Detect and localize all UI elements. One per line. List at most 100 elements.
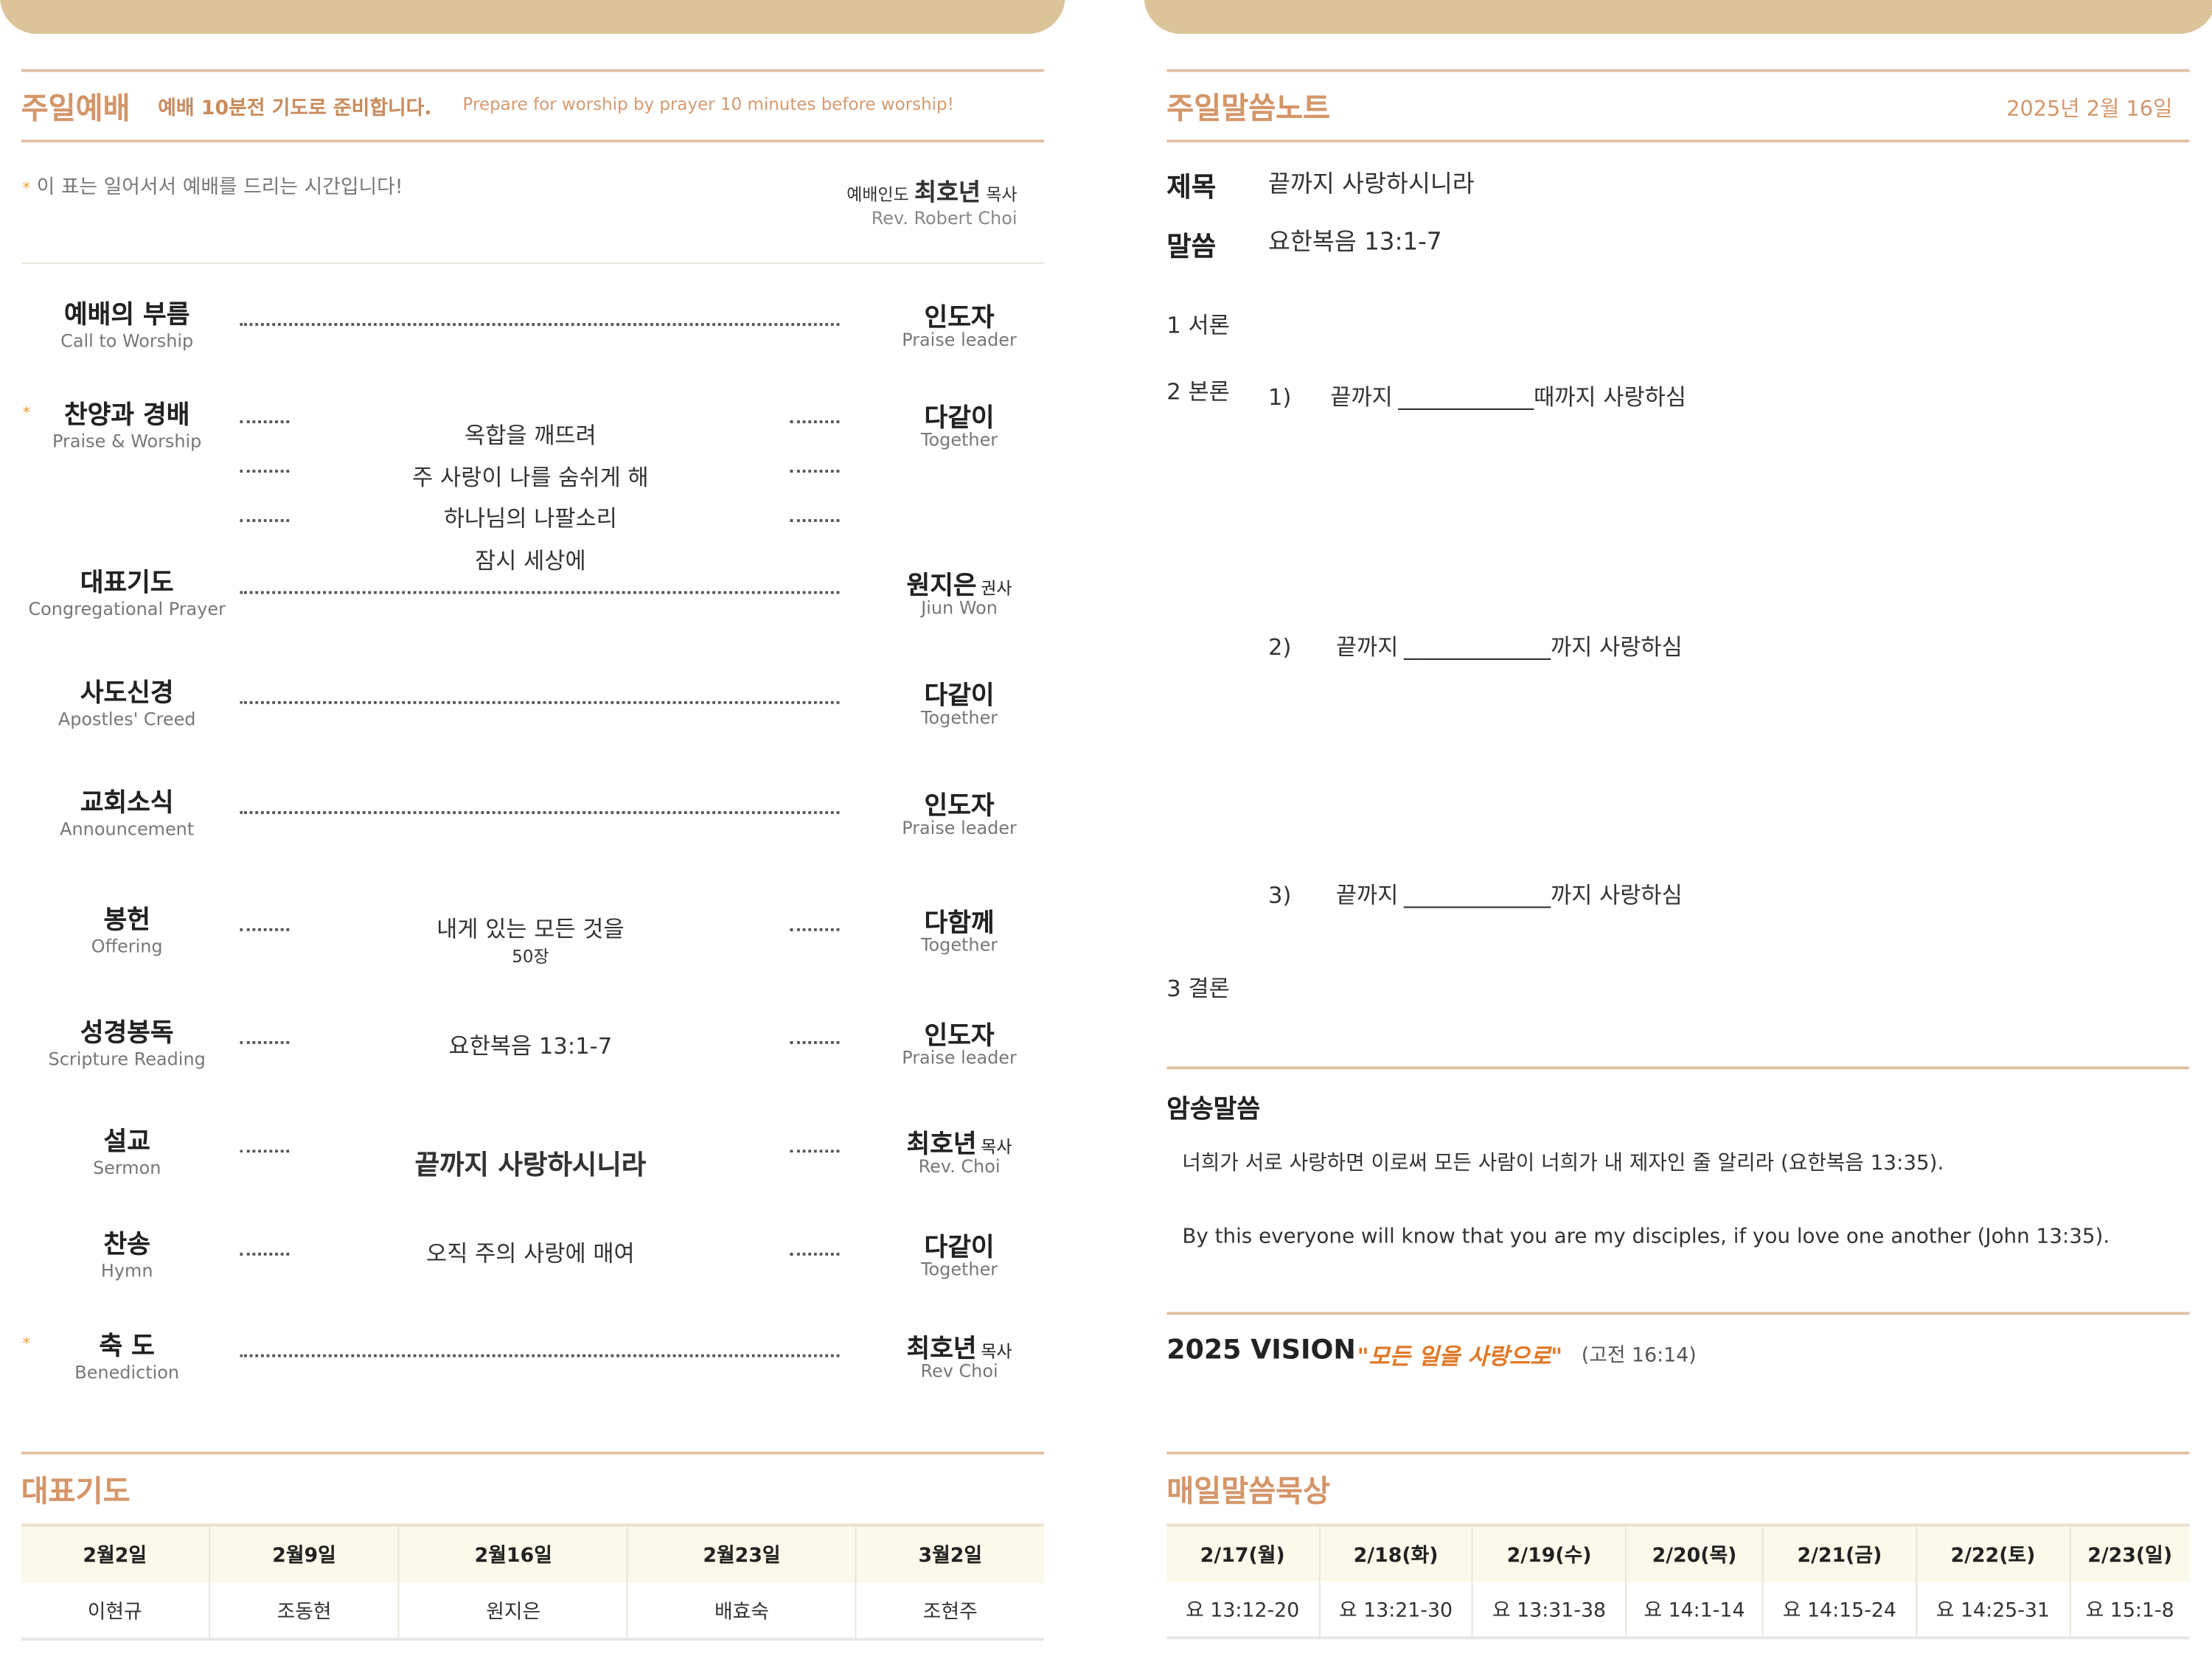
vision-label: 2025 VISION — [1166, 1334, 1356, 1366]
leader-title: 권사 — [981, 578, 1012, 599]
divider — [21, 262, 1044, 264]
dotted-leader — [240, 420, 290, 423]
prayer-schedule-table: 2월2일 2월9일 2월16일 2월23일 3월2일 이현규 조동현 원지은 배효숙 조현주 — [21, 1523, 1044, 1641]
worship-title: 주일예배 — [21, 91, 131, 126]
sermon-point: 1) 끝까지 ____________때까지 사랑하심 — [1268, 378, 1686, 412]
item-leader: 최호년 목사 — [860, 1124, 1058, 1161]
worship-subtitle-ko: 예배 10분전 기도로 준비합니다. — [158, 97, 432, 120]
dotted-leader — [240, 1041, 290, 1044]
leader-name: 최호년 — [906, 1334, 977, 1365]
leader-name: 인도자 — [924, 1021, 995, 1051]
table-row: 이현규 조동현 원지은 배효숙 조현주 — [21, 1582, 1044, 1640]
dotted-leader — [240, 470, 290, 473]
prayer-name: 배효숙 — [627, 1582, 856, 1640]
reading-date: 2/20(목) — [1625, 1525, 1763, 1582]
prayer-name: 이현규 — [87, 1600, 142, 1624]
point-post: 때까지 사랑하심 — [1534, 383, 1686, 411]
dotted-leader — [240, 1253, 290, 1256]
reading-passage: 요 14:15-24 — [1761, 1581, 1916, 1638]
reading-date: 2/19(수) — [1472, 1525, 1627, 1582]
item-leader: 인도자 — [860, 786, 1058, 823]
point-number: 1) — [1268, 383, 1292, 411]
item-content: 내게 있는 모든 것을 50장 — [324, 910, 737, 967]
reading-date: 2/17(월) — [1166, 1525, 1320, 1582]
left-header-tab — [0, 0, 1065, 34]
subject: 끝까지 사랑하시니라 — [1268, 170, 1475, 199]
item-title-ko: 교회소식 — [80, 788, 174, 818]
item-leader-en: Praise leader — [902, 328, 1017, 350]
song-title: 하나님의 나팔소리 — [443, 504, 617, 532]
song-title: 옥합을 깨뜨려 — [465, 422, 597, 449]
leader-name: 인도자 — [924, 791, 995, 821]
item-leader: 다함께 — [860, 903, 1058, 940]
daily-title: 매일말씀묵상 — [1166, 1474, 1331, 1509]
notes-title: 주일말씀노트 — [1166, 91, 1331, 126]
point-post: 까지 사랑하심 — [1551, 881, 1683, 909]
divider — [1166, 1451, 2190, 1455]
dotted-leader — [240, 700, 840, 704]
item-title-en: Hymn — [100, 1259, 153, 1281]
prayer-date: 3월2일 — [855, 1525, 1044, 1583]
divider — [1166, 69, 2190, 72]
point-pre: 끝까지 — [1335, 881, 1399, 909]
sermon-point: 2) 끝까지 _____________까지 사랑하심 — [1268, 627, 1683, 661]
reading-date: 2/21(금) — [1761, 1525, 1916, 1582]
item-leader: 최호년 목사 — [860, 1329, 1058, 1366]
dotted-leader — [790, 1041, 840, 1044]
item-leader: 다같이 — [860, 675, 1058, 712]
dotted-leader — [240, 811, 840, 814]
item-leader: 다같이 — [860, 398, 1058, 435]
reading-date: 2/23(일) — [2068, 1525, 2190, 1582]
daily-reading-table: 2/17(월) 2/18(화) 2/19(수) 2/20(목) 2/21(금) 2/22(… — [1166, 1523, 2190, 1640]
item-title-en: Sermon — [92, 1156, 161, 1178]
right-header-tab — [1144, 0, 2212, 34]
item-leader-en: Praise leader — [902, 1046, 1017, 1068]
leader-title: 목사 — [986, 184, 1018, 205]
item-title-en: Scripture Reading — [48, 1048, 206, 1070]
item-leader-en: Together — [920, 933, 998, 956]
dotted-leader — [790, 1150, 840, 1153]
conclusion-heading: 3 결론 — [1166, 975, 1230, 1002]
star-icon: * — [22, 1334, 31, 1353]
reading-passage: 요 14:1-14 — [1625, 1581, 1763, 1638]
hymn-number: 50장 — [512, 946, 549, 967]
dotted-leader — [790, 420, 840, 423]
body-heading: 2 본론 — [1166, 378, 1230, 406]
reading-passage: 요 14:25-31 — [1915, 1581, 2070, 1638]
item-leader-en: Together — [920, 1258, 998, 1280]
item-title-en: Offering — [91, 935, 163, 957]
prayer-date: 2월16일 — [398, 1525, 628, 1583]
reading-passage: 요 13:12-20 — [1186, 1599, 1300, 1622]
content-text: 오직 주의 사랑에 매여 — [426, 1239, 635, 1267]
item-leader-en: Rev. Choi — [918, 1155, 1001, 1177]
leader-name: 다함께 — [924, 908, 995, 939]
item-title-en: Praise & Worship — [52, 430, 202, 452]
reading-passage: 요 13:21-30 — [1318, 1581, 1473, 1638]
reading-passage: 요 13:31-38 — [1472, 1581, 1627, 1638]
leader-name: 최호년 — [914, 178, 981, 208]
item-title-en: Call to Worship — [60, 330, 194, 352]
table-header-row: 2월2일 2월9일 2월16일 2월23일 3월2일 — [21, 1525, 1044, 1583]
dotted-leader — [790, 928, 840, 931]
item-leader: 인도자 — [860, 1016, 1058, 1053]
leader-name: 원지은 — [906, 571, 977, 602]
prayer-date: 2월23일 — [627, 1525, 856, 1583]
dotted-leader — [790, 1253, 840, 1256]
prayer-title: 대표기도 — [21, 1474, 131, 1509]
song-title: 잠시 세상에 — [475, 546, 586, 574]
dotted-leader — [240, 519, 290, 522]
divider — [1166, 1066, 2190, 1069]
dotted-leader — [240, 1150, 290, 1153]
fill-in-blank: _____________ — [1404, 633, 1551, 661]
worship-subtitle-en: Prepare for worship by prayer 10 minutes… — [462, 94, 954, 114]
stand-note: * 이 표는 일어서서 예배를 드리는 시간입니다! — [23, 172, 403, 200]
scripture: 요한복음 13:1-7 — [1268, 228, 1442, 257]
item-title-ko: 사도신경 — [80, 678, 174, 709]
item-content: 요한복음 13:1-7 — [324, 1027, 737, 1061]
worship-leader: 예배인도 최호년 목사 Rev. Robert Choi — [846, 172, 1017, 229]
subject-label: 제목 — [1166, 172, 1217, 204]
point-pre: 끝까지 — [1335, 633, 1399, 661]
memory-verse-ko: 너희가 서로 사랑하면 이로써 모든 사람이 너희가 내 제자인 줄 알리라 (… — [1182, 1152, 1944, 1175]
item-leader-en: Rev Choi — [920, 1360, 998, 1382]
item-title-ko: 예배의 부름 — [63, 300, 190, 330]
